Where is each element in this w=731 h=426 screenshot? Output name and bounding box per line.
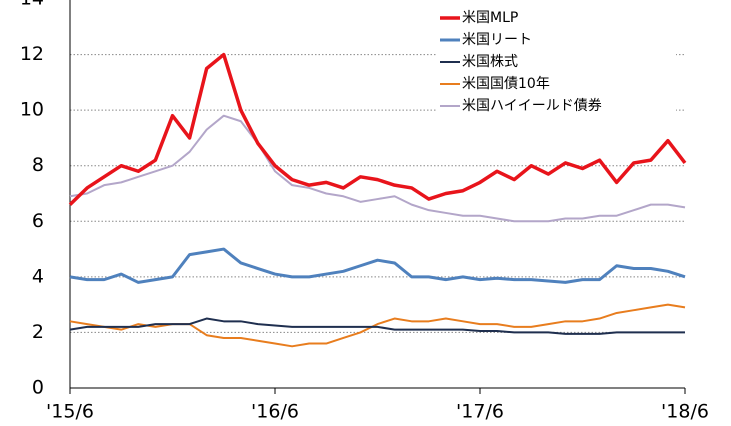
series-line <box>69 247 686 284</box>
y-tick-label: 8 <box>32 154 44 176</box>
x-tick-label: '15/6 <box>46 401 94 423</box>
legend-label: 米国株式 <box>462 54 518 70</box>
legend-box <box>436 6 676 124</box>
legend-label: 米国ハイイールド債券 <box>462 98 602 114</box>
legend-label: 米国国債10年 <box>462 76 550 92</box>
series-line <box>68 52 687 206</box>
y-tick-label: 2 <box>32 321 44 343</box>
y-tick-label: 4 <box>32 265 44 287</box>
y-tick-label: 0 <box>32 377 44 399</box>
legend-label: 米国リート <box>462 32 532 48</box>
y-tick-label: 6 <box>32 210 44 232</box>
y-tick-label: 14 <box>20 0 44 10</box>
x-tick-label: '16/6 <box>251 401 299 423</box>
x-tick-label: '17/6 <box>456 401 504 423</box>
series-line <box>69 317 685 335</box>
y-tick-label: 10 <box>20 99 44 121</box>
x-tick-label: '18/6 <box>661 401 709 423</box>
series-line <box>69 114 686 223</box>
y-tick-label: 12 <box>20 43 44 65</box>
legend-label: 米国MLP <box>462 10 518 26</box>
series-line <box>69 303 686 348</box>
